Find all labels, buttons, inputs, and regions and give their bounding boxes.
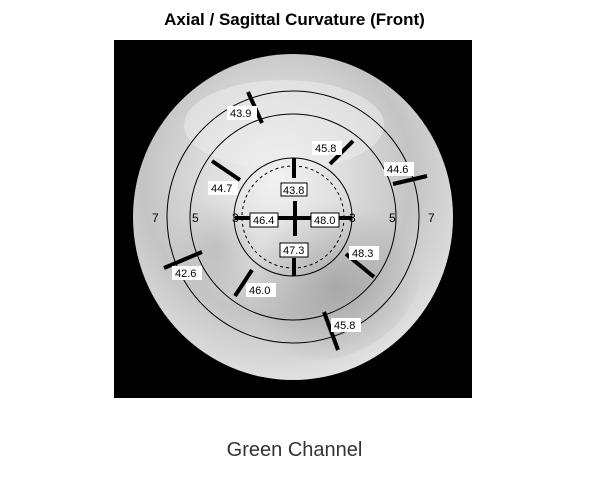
label-box-mid-upper-right bbox=[312, 141, 342, 155]
value-mid-upper-left: 44.7 bbox=[211, 183, 232, 195]
value-outer-left: 42.6 bbox=[175, 268, 196, 280]
value-mid-lower-right: 48.3 bbox=[352, 248, 373, 260]
label-box-outer-left bbox=[172, 266, 202, 280]
label-box-inner-bottom bbox=[279, 242, 309, 258]
value-inner-top: 43.8 bbox=[283, 185, 304, 197]
label-box-outer-top bbox=[227, 106, 257, 120]
label-box-outer-bottom bbox=[331, 318, 361, 332]
cornea-bright-top bbox=[184, 80, 384, 170]
marker-outer-left bbox=[163, 250, 203, 270]
value-mid-lower-left: 46.0 bbox=[249, 285, 270, 297]
label-box-mid-lower-right bbox=[349, 246, 379, 260]
value-outer-top: 43.9 bbox=[230, 108, 251, 120]
marker-mid-upper-left bbox=[210, 159, 242, 182]
label-box-inner-right bbox=[310, 212, 340, 228]
value-mid-upper-right: 45.8 bbox=[315, 143, 336, 155]
label-box-mid-upper-left bbox=[208, 181, 238, 195]
figure-caption: Green Channel bbox=[226, 439, 363, 461]
ring-tick-left-3: 3 bbox=[232, 211, 239, 225]
value-outer-bottom: 45.8 bbox=[334, 320, 355, 332]
value-inner-left: 46.4 bbox=[253, 215, 274, 227]
ring-7mm bbox=[166, 90, 420, 344]
value-inner-right: 48.0 bbox=[314, 215, 335, 227]
ring-tick-left-7: 7 bbox=[152, 211, 159, 225]
ring-tick-right-3: 3 bbox=[349, 211, 356, 225]
ring-5mm bbox=[189, 113, 397, 321]
label-box-inner-left bbox=[249, 212, 279, 228]
curvature-map: 7 5 3 3 5 7 43.9 44.6 42.6 45.8 44.7 45.… bbox=[114, 40, 472, 398]
cornea-shade-left bbox=[174, 160, 314, 320]
marker-mid-lower-left bbox=[233, 268, 254, 298]
marker-outer-right bbox=[392, 174, 428, 186]
label-box-outer-right bbox=[384, 162, 414, 176]
value-outer-right: 44.6 bbox=[387, 164, 408, 176]
label-box-inner-top bbox=[280, 182, 308, 197]
label-box-mid-lower-left bbox=[246, 283, 276, 297]
figure-title: Axial / Sagittal Curvature (Front) bbox=[164, 10, 425, 29]
ring-tick-right-7: 7 bbox=[428, 211, 435, 225]
ring-tick-left-5: 5 bbox=[192, 211, 199, 225]
curvature-map-svg: 7 5 3 3 5 7 43.9 44.6 42.6 45.8 44.7 45.… bbox=[133, 54, 453, 380]
value-inner-bottom: 47.3 bbox=[283, 245, 304, 257]
ring-tick-right-5: 5 bbox=[389, 211, 396, 225]
